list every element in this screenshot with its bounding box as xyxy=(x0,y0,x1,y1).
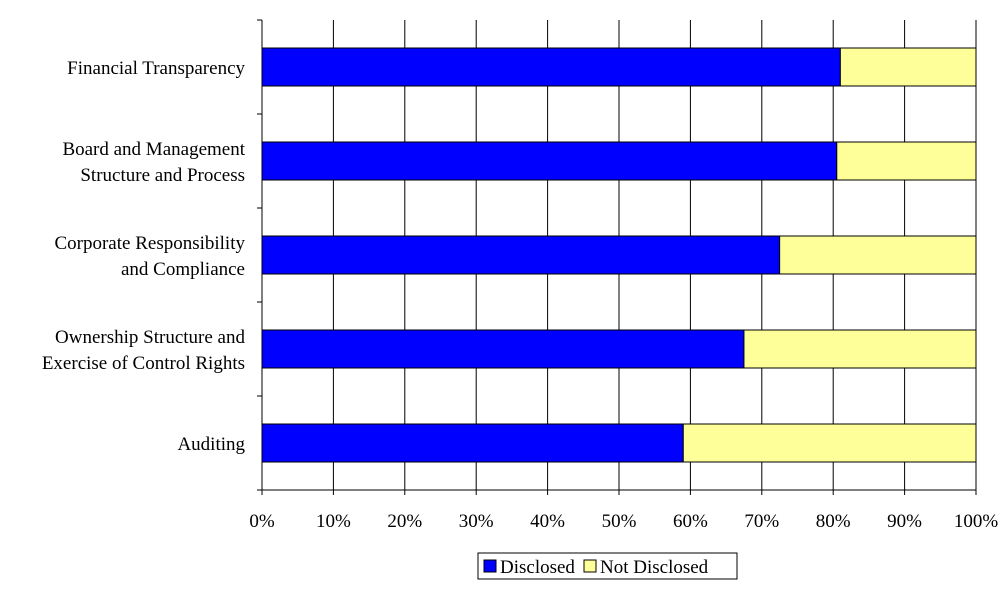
category-label: Exercise of Control Rights xyxy=(42,353,245,374)
bar-disclosed xyxy=(261,329,745,369)
bar-not-disclosed xyxy=(839,47,977,87)
legend xyxy=(477,552,738,580)
x-tick-label: 90% xyxy=(887,511,922,532)
x-tick-label: 10% xyxy=(316,511,351,532)
x-tick-label: 60% xyxy=(673,511,708,532)
legend-swatch xyxy=(583,559,597,573)
bar-disclosed xyxy=(261,47,841,87)
bar-not-disclosed xyxy=(743,329,977,369)
bar-disclosed xyxy=(261,235,781,275)
x-tick-label: 100% xyxy=(954,511,999,532)
category-label: Financial Transparency xyxy=(67,58,245,79)
category-label: Auditing xyxy=(177,434,245,455)
bar-disclosed xyxy=(261,141,838,181)
x-tick-label: 0% xyxy=(249,511,275,532)
x-tick-label: 40% xyxy=(530,511,565,532)
category-label: Corporate Responsibility xyxy=(54,233,245,254)
x-tick-label: 80% xyxy=(816,511,851,532)
bar-not-disclosed xyxy=(682,423,977,463)
bar-disclosed xyxy=(261,423,684,463)
x-tick-label: 30% xyxy=(459,511,494,532)
category-label: Board and Management xyxy=(62,139,245,160)
x-tick-label: 70% xyxy=(744,511,779,532)
x-tick-label: 50% xyxy=(602,511,637,532)
category-label: Structure and Process xyxy=(80,165,245,186)
bar-not-disclosed xyxy=(779,235,977,275)
legend-swatch xyxy=(483,559,497,573)
bar-not-disclosed xyxy=(836,141,977,181)
legend-label: Disclosed xyxy=(500,557,575,578)
category-label: Ownership Structure and xyxy=(55,327,245,348)
x-tick-label: 20% xyxy=(387,511,422,532)
legend-label: Not Disclosed xyxy=(600,557,709,578)
category-label: and Compliance xyxy=(121,259,245,280)
